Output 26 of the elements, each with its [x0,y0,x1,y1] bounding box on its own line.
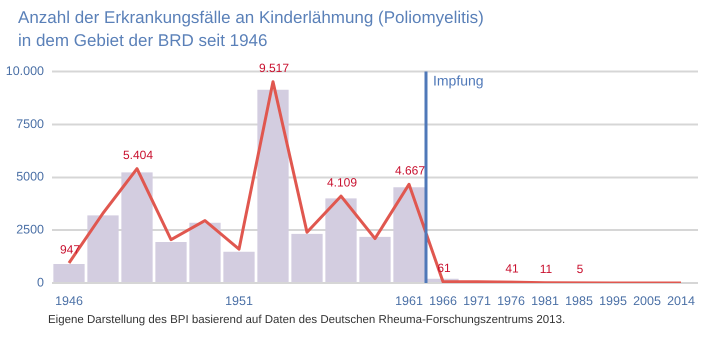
x-tick-label: 1995 [599,294,627,308]
x-tick-label: 2005 [633,294,661,308]
x-tick-label: 1981 [531,294,559,308]
text: Eigene Darstellung des BPI basierend auf Daten des Deutschen Rheuma-Forschungszentrums 2013. [48,314,566,326]
x-tick-label: 1951 [225,294,253,308]
y-tick-label: 2500 [16,222,44,237]
data-label: 4.667 [394,164,426,178]
x-tick-label: 2014 [667,294,695,308]
data-label: 5.404 [122,148,154,162]
data-label: 9.517 [258,61,290,76]
ref-line-label: Impfung [433,72,484,88]
y-tick-label: 10.000 [6,64,44,78]
data-label: 11 [540,262,553,276]
x-tick-label: 1985 [565,294,593,308]
y-tick-label: 0 [37,275,44,290]
chart-title: Anzahl der Erkrankungsfälle an Kinderlähmung (Poliomyelitis) in dem Gebiet der BRD seit 1946 [18,7,484,52]
x-tick-label: 1966 [429,294,457,308]
y-tick-label: 5000 [16,170,44,184]
x-tick-label: 1976 [497,294,525,308]
data-label: 41 [505,261,519,276]
x-tick-label: 1946 [55,294,83,308]
y-tick-label: 7500 [16,116,44,131]
data-label: 4.109 [326,175,358,190]
x-tick-label: 1971 [463,294,491,308]
data-label: 5 [576,262,584,276]
x-tick-label: 1961 [395,294,423,308]
